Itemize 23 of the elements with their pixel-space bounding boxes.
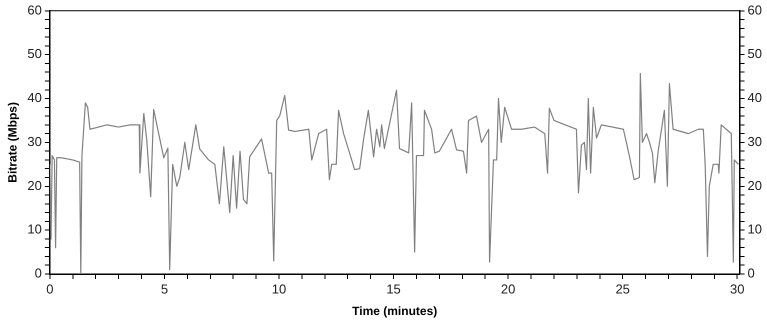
y-tick-label: 60 <box>27 2 42 18</box>
x-axis-title: Time (minutes) <box>352 304 438 318</box>
y2-tick-label: 10 <box>748 222 762 237</box>
y-tick-label: 40 <box>27 90 42 106</box>
y-tick-label: 20 <box>27 178 42 193</box>
y-tick-label: 10 <box>27 222 42 237</box>
x-tick-label: 0 <box>46 281 54 296</box>
y2-tick-label: 60 <box>748 2 762 18</box>
y-tick-label: 50 <box>27 46 42 62</box>
y-axis-title: Bitrate (Mbps) <box>6 102 20 183</box>
y2-tick-label: 30 <box>748 134 762 149</box>
x-tick-label: 20 <box>500 281 516 296</box>
x-tick-label: 30 <box>730 281 744 296</box>
y2-tick-label: 0 <box>748 266 755 281</box>
y2-tick-label: 20 <box>748 178 762 193</box>
x-tick-label: 25 <box>615 281 630 296</box>
x-tick-label: 15 <box>386 281 401 296</box>
y-tick-label: 0 <box>34 266 42 281</box>
y2-tick-label: 40 <box>748 90 762 106</box>
x-tick-label: 5 <box>160 281 168 296</box>
x-tick-label: 10 <box>272 281 286 296</box>
y-tick-label: 30 <box>27 134 42 149</box>
y2-tick-label: 50 <box>748 46 762 62</box>
